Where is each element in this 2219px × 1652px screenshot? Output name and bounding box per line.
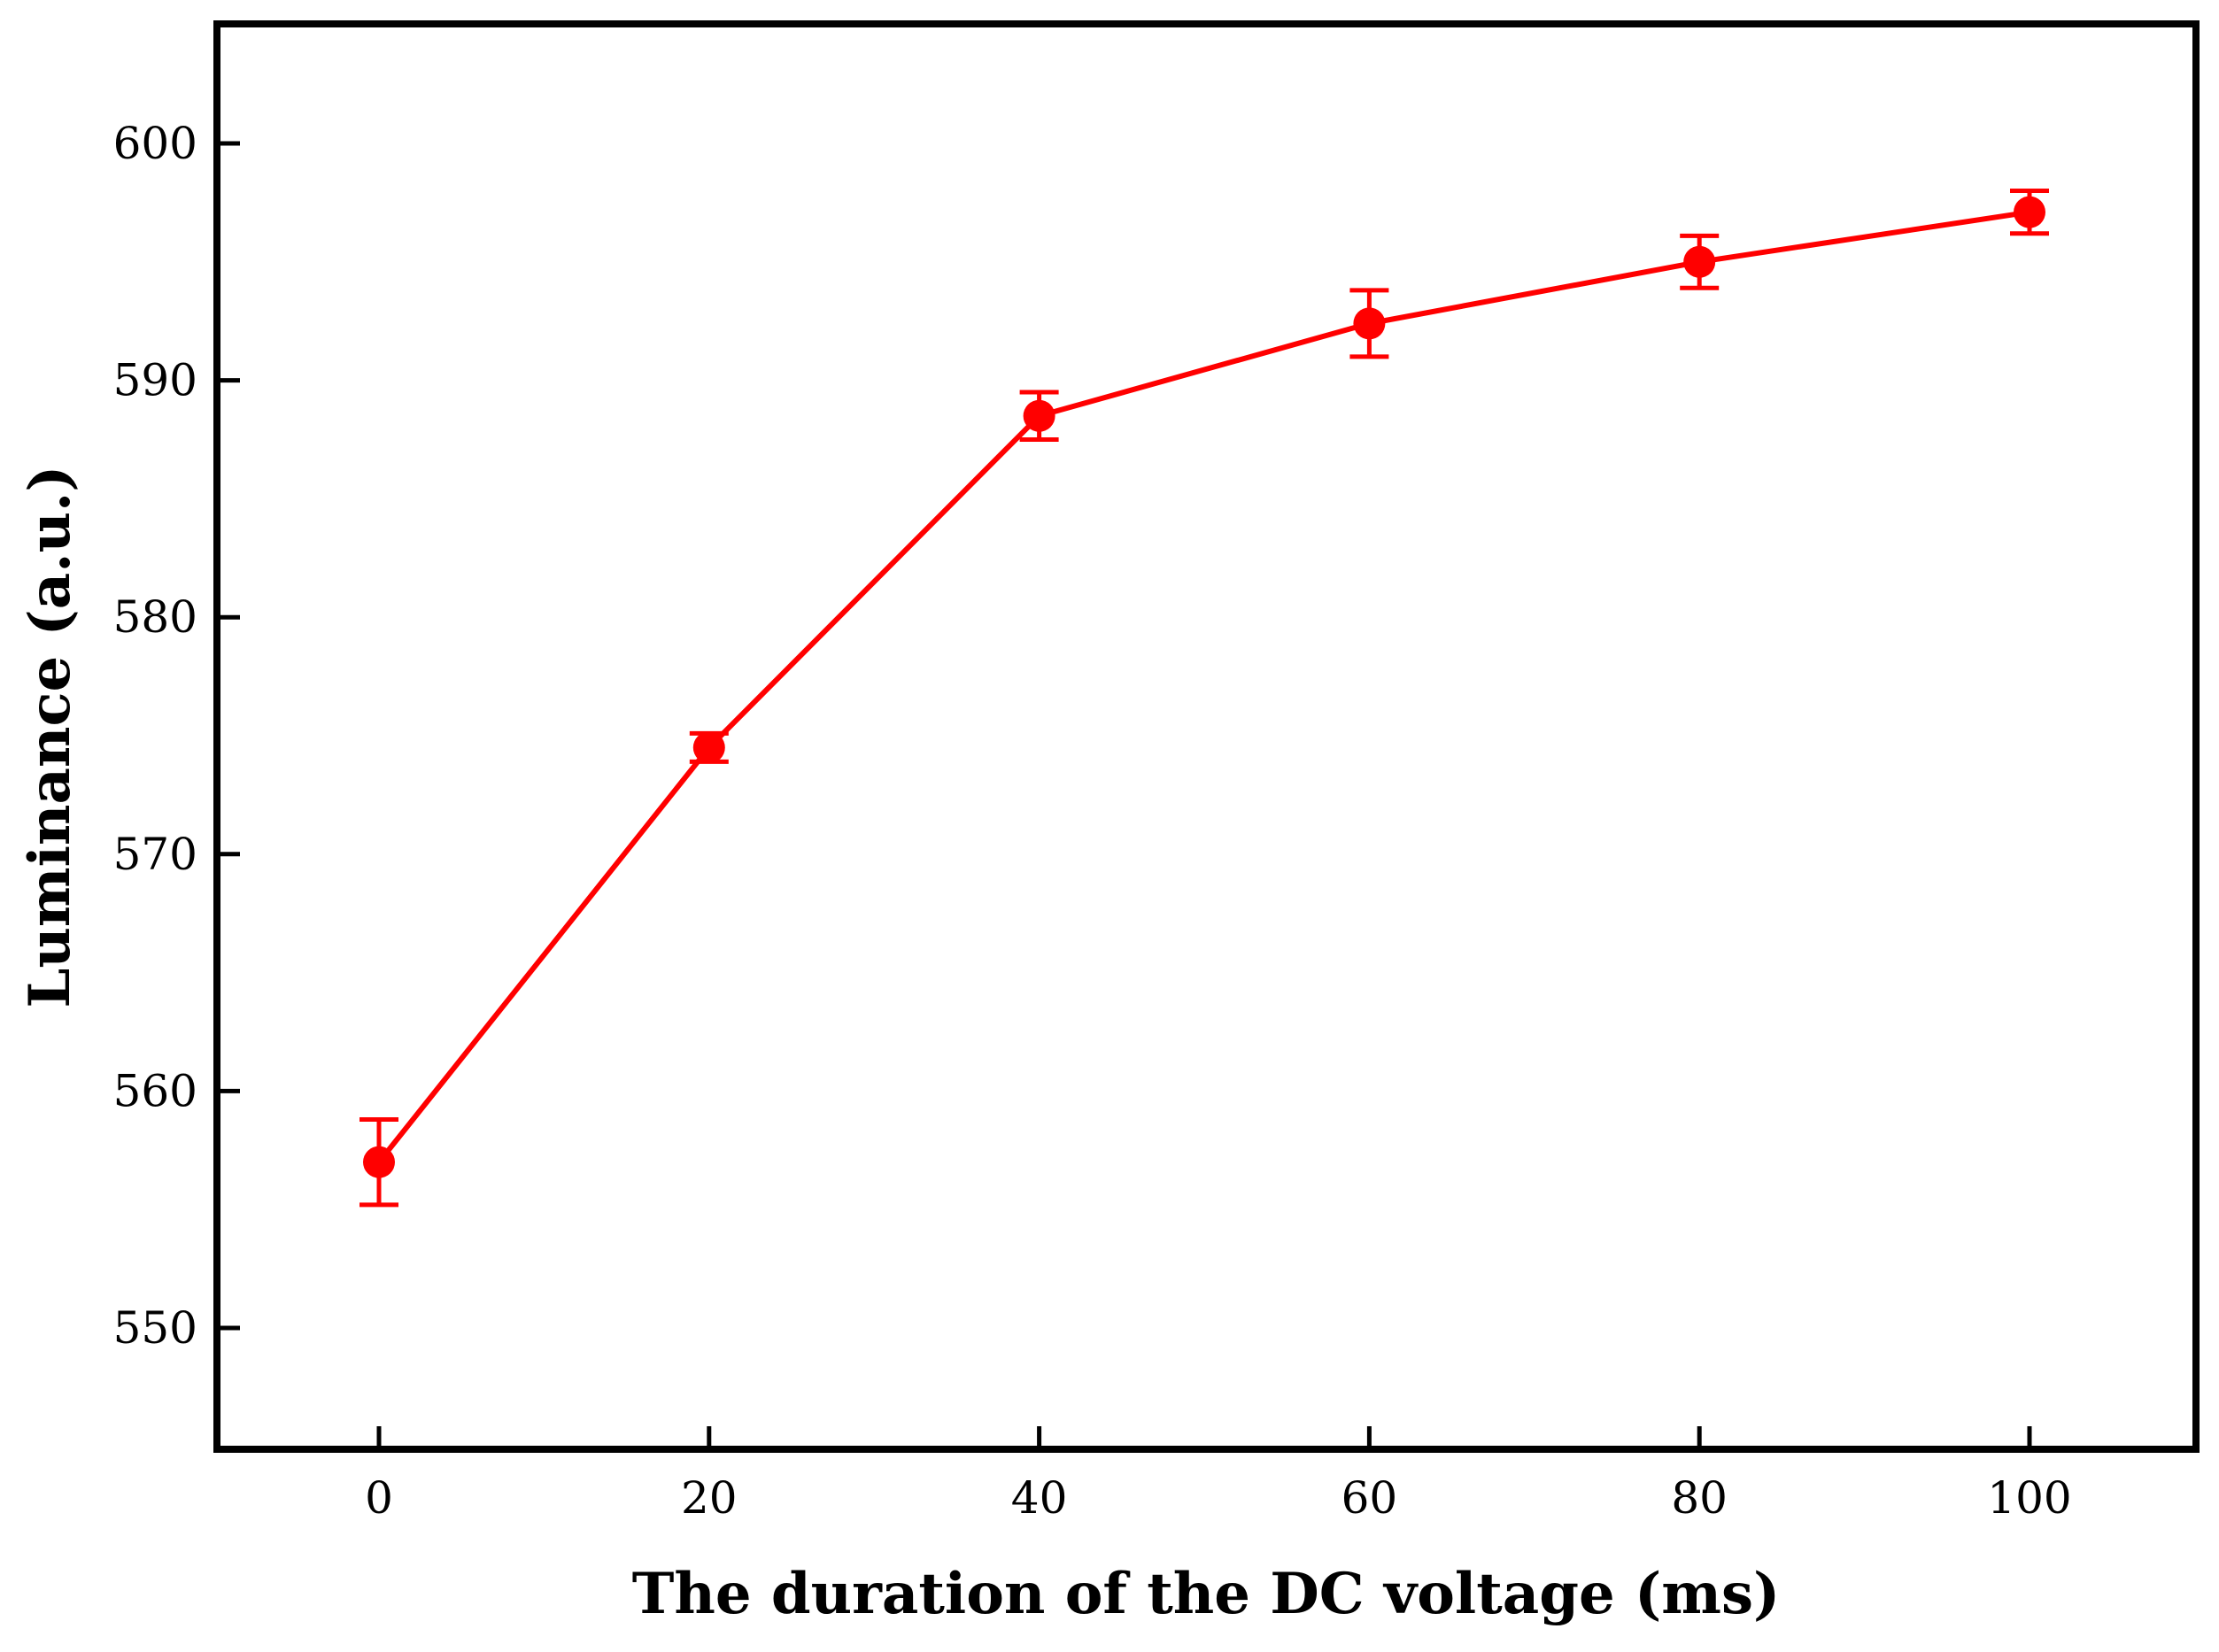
plot-frame: [213, 20, 2200, 1453]
x-tick-label: 100: [1987, 1472, 2071, 1524]
x-tick-label: 0: [365, 1472, 393, 1524]
data-point: [692, 731, 725, 764]
data-point: [2014, 196, 2045, 228]
x-tick-label: 40: [1011, 1472, 1068, 1524]
ticks-layer: 0 20 40 60 80 100 550 560 570 580 590 600: [113, 118, 2072, 1524]
data-point: [363, 1146, 395, 1178]
series-line: [376, 209, 2030, 1164]
data-point: [1353, 307, 1386, 340]
x-axis-title: The duration of the DC voltage (ms): [632, 1561, 1781, 1627]
x-tick-label: 80: [1671, 1472, 1728, 1524]
data-layer: [360, 189, 2049, 1208]
x-tick-label: 60: [1341, 1472, 1398, 1524]
data-point: [1023, 399, 1055, 432]
y-tick-label: 550: [113, 1302, 197, 1354]
y-tick-label: 600: [113, 118, 197, 169]
y-tick-label: 560: [113, 1065, 197, 1116]
y-tick-label: 570: [113, 829, 197, 880]
y-tick-label: 590: [113, 355, 197, 406]
x-tick-label: 20: [681, 1472, 738, 1524]
y-axis-title: Luminance (a.u.): [17, 465, 83, 1007]
data-point: [1683, 245, 1716, 278]
y-tick-label: 580: [113, 591, 197, 643]
